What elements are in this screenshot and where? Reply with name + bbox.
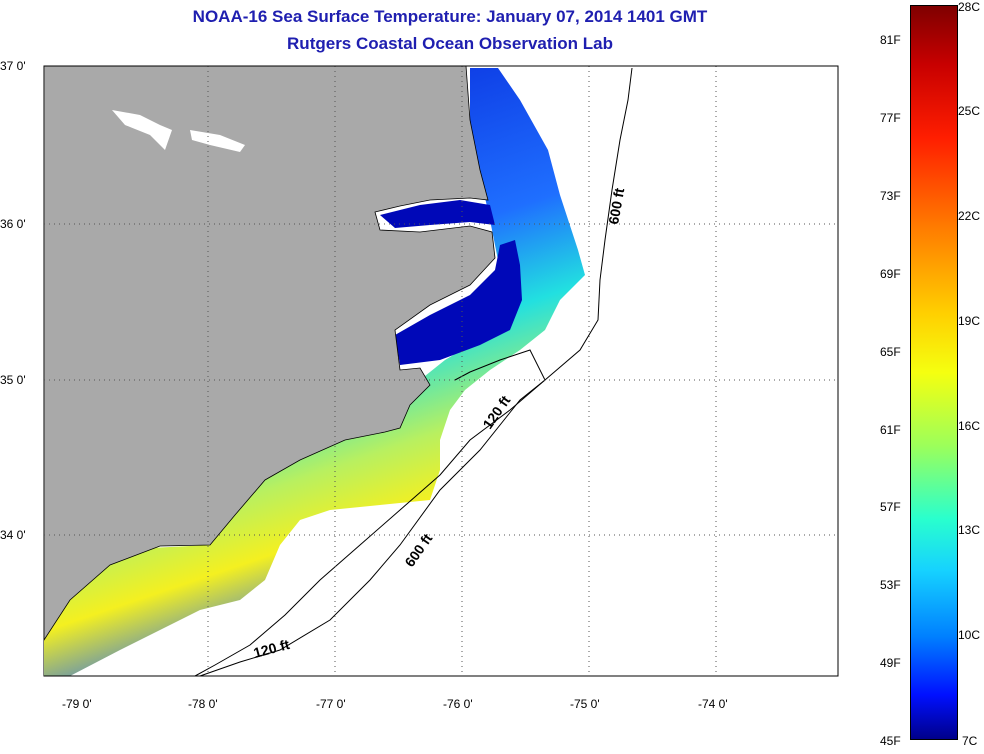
- cbar-f-69: 69F: [880, 267, 901, 281]
- lat-label-36: 36 0': [0, 217, 26, 231]
- lat-label-34: 34 0': [0, 528, 26, 542]
- cbar-c-10: 10C: [958, 628, 981, 642]
- lon-label-78: -78 0': [188, 697, 218, 711]
- cbar-f-53: 53F: [880, 578, 901, 592]
- map-title: NOAA-16 Sea Surface Temperature: January…: [192, 7, 708, 26]
- lon-label-74: -74 0': [698, 697, 728, 711]
- albemarle-sound: [380, 200, 495, 228]
- lake-1: [112, 110, 172, 150]
- cbar-f-81: 81F: [880, 33, 901, 47]
- cbar-c-28: 28C: [958, 0, 981, 14]
- land-mass: [43, 65, 496, 642]
- lat-label-37: 37 0': [0, 59, 26, 73]
- pamlico-sound: [395, 240, 522, 365]
- lon-label-79: -79 0': [62, 697, 92, 711]
- sst-coastal-band: [44, 68, 585, 676]
- lon-label-77: -77 0': [316, 697, 346, 711]
- cbar-f-65: 65F: [880, 345, 901, 359]
- cbar-c-16: 16C: [958, 419, 981, 433]
- cbar-c-19: 19C: [958, 314, 981, 328]
- lon-label-76: -76 0': [443, 697, 473, 711]
- axis-ticks: [44, 65, 838, 677]
- cbar-f-61: 61F: [880, 423, 901, 437]
- temperature-colorbar: [910, 5, 958, 740]
- cbar-c-13: 13C: [958, 523, 981, 537]
- isobath-120ft: [194, 349, 546, 677]
- isobath-label-600ft-north: 600 ft: [605, 186, 627, 225]
- cbar-c-25: 25C: [958, 104, 981, 118]
- cbar-f-57: 57F: [880, 500, 901, 514]
- graticule: [44, 66, 838, 676]
- map-subtitle: Rutgers Coastal Ocean Observation Lab: [287, 34, 613, 53]
- cbar-c-22: 22C: [958, 209, 981, 223]
- cbar-f-49: 49F: [880, 656, 901, 670]
- cbar-f-73: 73F: [880, 189, 901, 203]
- lat-label-35: 35 0': [0, 373, 26, 387]
- lake-2: [190, 130, 245, 152]
- cbar-c-7: 7C: [962, 734, 978, 748]
- isobath-600ft: [199, 67, 633, 677]
- cbar-f-45: 45F: [880, 734, 901, 748]
- cbar-f-77: 77F: [880, 111, 901, 125]
- lon-label-75: -75 0': [570, 697, 600, 711]
